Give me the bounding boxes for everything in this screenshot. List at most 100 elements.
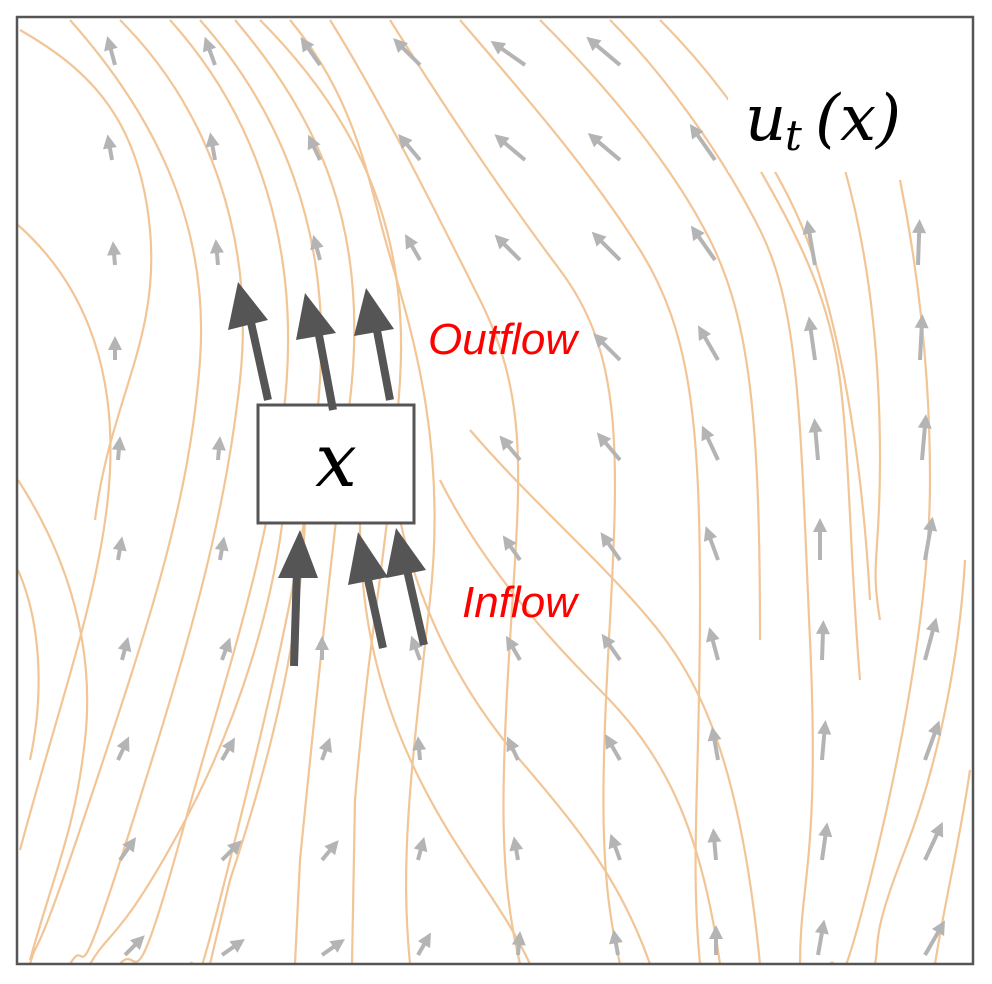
field-arrow [117,636,132,661]
field-arrow [405,234,422,261]
box-label: x [315,418,357,504]
streamline [439,479,722,964]
field-arrow [209,239,224,266]
field-arrow [707,726,722,761]
field-arrow [803,316,818,361]
plot-area [17,17,973,964]
field-arrow [104,36,118,66]
streamline [17,569,40,761]
field-arrow [107,241,122,266]
field-arrow [818,822,833,861]
streamline [873,559,967,964]
field-arrow [116,736,130,761]
field-arrow [409,635,423,661]
streamline [234,19,356,964]
outflow-arrow [354,288,394,401]
field-arrow [502,535,522,562]
inflow-label: Inflow [462,578,580,627]
field-arrow [703,526,720,561]
streamline [289,19,436,964]
field-arrow [220,737,235,761]
inflow-arrow [278,530,318,667]
outflow-arrows [228,282,394,411]
field-arrow [706,627,720,661]
field-arrow [914,314,929,361]
field-arrow [103,134,117,161]
field-arrow [802,219,817,266]
field-arrow [509,836,524,861]
streamline [469,429,762,964]
streamline [89,499,287,964]
field-arrow [398,133,422,162]
field-arrow [608,833,622,861]
field-arrow [202,36,217,66]
streamline [69,19,244,964]
plot-frame [15,15,975,966]
field-arrow [808,418,823,461]
field-label-sub: t [785,111,802,160]
field-arrow [586,36,622,67]
field-arrow [320,938,345,957]
inflow-arrow [348,532,388,649]
field-arrow [490,40,527,67]
field-arrow [506,736,520,761]
field-arrow [413,836,428,861]
field-arrow [600,532,622,562]
field-arrow [587,133,622,162]
field-label-base: u [745,82,786,156]
field-arrow [416,932,431,956]
streamline [119,19,290,964]
field-arrow [320,840,339,862]
field-arrow [814,919,829,956]
field-arrow [494,134,527,162]
field-arrow [923,720,942,761]
field-arrow [108,336,122,360]
field-arrow [689,123,717,162]
field-arrow [690,225,717,262]
field-arrow [815,620,830,661]
field-arrow [112,536,127,561]
field-arrow [118,837,137,862]
field-arrow [813,518,827,560]
field-arrow [307,134,322,161]
streamline [933,769,972,964]
streamline [609,19,814,964]
vector-field-arrows [103,36,945,957]
inflow-arrows [278,528,428,667]
outflow-arrow [296,293,337,411]
streamline [28,19,203,964]
streamline [259,19,403,964]
streamline [358,519,531,964]
field-arrow [817,720,832,761]
field-label-backdrop [728,68,936,172]
field-arrow [111,436,126,461]
field-label: u t (x) [745,82,901,160]
field-arrow [300,37,322,67]
field-arrow [315,636,329,660]
streamline [759,169,862,681]
streamline [389,19,622,964]
field-arrow [917,414,932,461]
field-arrow [923,617,940,661]
field-arrow [506,635,522,661]
field-arrow [211,436,226,461]
streamline [659,19,872,601]
streamline [459,19,702,964]
field-arrow [218,637,232,661]
field-arrow [412,736,427,761]
field-arrow [698,325,720,361]
outflow-label: Outflow [428,315,580,364]
field-arrow [923,920,945,956]
field-arrow [709,925,723,955]
streamline [843,169,882,621]
field-arrow [205,132,220,161]
field-label-arg: (x) [815,82,901,156]
field-arrow [701,425,720,461]
field-arrow [220,938,245,957]
streamline [398,519,652,964]
inflow-arrow [386,528,428,646]
field-arrow [511,931,526,956]
field-arrow [393,38,422,67]
streamline [17,224,112,851]
